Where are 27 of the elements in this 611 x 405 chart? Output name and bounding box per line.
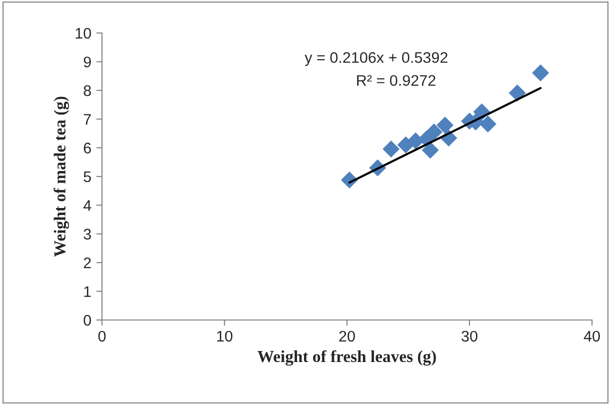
y-axis-title: Weight of made tea (g) [54, 96, 70, 257]
annotation: R² = 0.9272 [357, 75, 436, 86]
annotation: y = 0.2106x + 0.5392 [304, 52, 448, 66]
x-tick-label: 30 [462, 330, 478, 342]
point [382, 140, 400, 158]
y-tick-label: 1 [84, 286, 91, 297]
y-tick-label: 8 [84, 85, 91, 96]
y-tick-label: 9 [84, 56, 91, 68]
x-tick-label: 0 [98, 330, 106, 342]
y-tick-label: 6 [84, 142, 91, 154]
point [532, 64, 550, 82]
point [436, 116, 454, 134]
y-tick-label: 7 [84, 114, 91, 125]
y-tick-label: 5 [84, 172, 91, 182]
y-tick-label: 4 [83, 200, 92, 211]
x-axis-title: Weight of fresh leaves (g) [258, 350, 436, 366]
x-tick-label: 40 [584, 330, 600, 342]
y-tick-label: 10 [76, 28, 91, 39]
point [508, 84, 526, 102]
x-tick-label: 10 [217, 330, 232, 342]
y-tick-label: 2 [84, 257, 91, 268]
x-tick-label: 20 [339, 330, 355, 342]
point [422, 142, 439, 159]
point [425, 124, 442, 141]
point [479, 115, 496, 132]
y-tick-label: 0 [84, 314, 91, 326]
y-tick-label: 3 [84, 228, 91, 240]
